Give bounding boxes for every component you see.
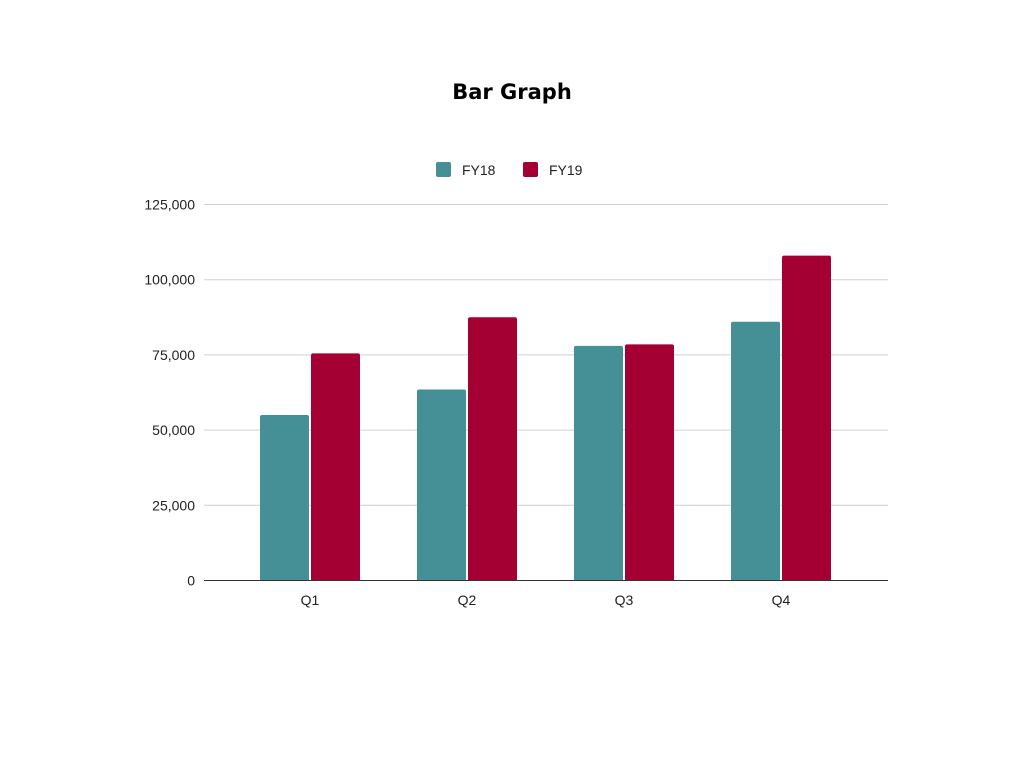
legend-swatch-fy19	[523, 162, 538, 177]
legend: FY18 FY19	[436, 162, 583, 178]
chart-title: Bar Graph	[452, 80, 572, 104]
y-tick-label: 125,000	[144, 197, 195, 213]
x-tick-label: Q3	[615, 592, 634, 608]
legend-label: FY19	[549, 162, 583, 178]
bar-fy18-q4	[731, 321, 780, 581]
x-tick-label: Q1	[301, 592, 320, 608]
y-axis-ticks: 0 25,000 50,000 75,000 100,000 125,000	[144, 197, 195, 589]
legend-label: FY18	[462, 162, 496, 178]
bar-fy18-q3	[574, 345, 623, 581]
y-tick-label: 25,000	[152, 497, 195, 513]
bar-fy19-q3	[625, 344, 674, 581]
legend-swatch-fy18	[436, 162, 451, 177]
bar-fy18-q2	[417, 389, 466, 581]
x-axis-ticks: Q1 Q2 Q3 Q4	[301, 592, 791, 608]
y-tick-label: 0	[187, 573, 195, 589]
bars	[260, 255, 831, 581]
y-tick-label: 50,000	[152, 422, 195, 438]
y-tick-label: 75,000	[152, 347, 195, 363]
x-tick-label: Q2	[458, 592, 477, 608]
bar-fy18-q1	[260, 415, 309, 581]
bar-fy19-q2	[468, 317, 517, 581]
bar-fy19-q4	[782, 255, 831, 581]
y-tick-label: 100,000	[144, 272, 195, 288]
bar-fy19-q1	[311, 353, 360, 581]
x-tick-label: Q4	[772, 592, 791, 608]
